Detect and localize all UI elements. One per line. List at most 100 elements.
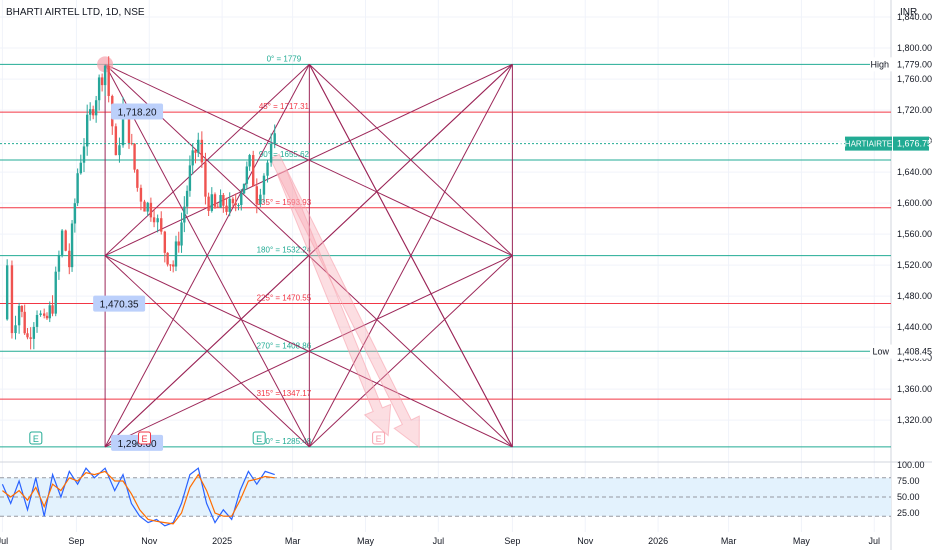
chart-title: BHARTI AIRTEL LTD, 1D, NSE bbox=[6, 7, 145, 18]
price-tick-label: 1,520.00 bbox=[897, 260, 932, 270]
candle-body bbox=[191, 150, 194, 166]
price-tick-label: 1,480.00 bbox=[897, 291, 932, 301]
candle-body bbox=[171, 264, 175, 267]
candle-body bbox=[248, 155, 251, 167]
earnings-marker[interactable] bbox=[29, 431, 43, 445]
candle-body bbox=[97, 77, 101, 101]
stoch-tick-label: 75.00 bbox=[897, 476, 920, 486]
candle-body bbox=[32, 326, 36, 339]
candle-body bbox=[91, 109, 95, 116]
earnings-marker[interactable] bbox=[252, 431, 266, 445]
fib-label: 360° = 1285.48 bbox=[257, 437, 312, 446]
candle-body bbox=[57, 254, 61, 272]
candle-body bbox=[54, 271, 57, 314]
fib-label: 270° = 1408.86 bbox=[257, 341, 312, 350]
candle-body bbox=[100, 77, 104, 86]
candle-body bbox=[166, 252, 169, 265]
price-callout-text: 1,470.35 bbox=[100, 300, 139, 311]
candle-body bbox=[228, 198, 231, 212]
price-axis[interactable]: 1,320.001,360.001,400.001,440.001,480.00… bbox=[0, 12, 932, 425]
candle-body bbox=[42, 313, 46, 316]
level-tag-name: Low bbox=[872, 347, 889, 357]
price-callout-text: 1,718.20 bbox=[118, 107, 157, 118]
fib-label: 45° = 1717.31 bbox=[259, 102, 310, 111]
candle-body bbox=[114, 126, 118, 156]
time-tick-label: Nov bbox=[141, 536, 158, 546]
earnings-marker[interactable] bbox=[138, 431, 152, 445]
price-tag-text: 1,779.00 bbox=[897, 59, 932, 69]
last-price-symbol: BHARTIAIRTEL bbox=[839, 140, 897, 149]
fib-label: 180° = 1532.24 bbox=[257, 246, 312, 255]
candle-body bbox=[88, 109, 92, 115]
candle-body bbox=[136, 169, 139, 188]
earnings-marker-label: E bbox=[376, 434, 382, 444]
candle-body bbox=[152, 217, 156, 223]
price-callout-box bbox=[93, 295, 146, 312]
fib-label: 135° = 1593.93 bbox=[257, 198, 312, 207]
candle-body bbox=[245, 166, 249, 184]
time-tick-label: Mar bbox=[285, 536, 301, 546]
candle-body bbox=[197, 139, 200, 153]
price-tick-label: 1,440.00 bbox=[897, 322, 932, 332]
candle-body bbox=[240, 193, 243, 205]
candle-body bbox=[118, 145, 121, 156]
fib-label: 315° = 1347.17 bbox=[257, 389, 312, 398]
candle-body bbox=[64, 230, 67, 251]
candle-body bbox=[26, 333, 29, 338]
candle-body bbox=[255, 186, 258, 205]
candle-body bbox=[210, 194, 214, 211]
candle-body bbox=[29, 337, 32, 339]
candle-body bbox=[130, 143, 133, 145]
candle-body bbox=[269, 143, 273, 163]
candle-body bbox=[60, 230, 64, 255]
candle-body bbox=[10, 265, 14, 334]
candle-body bbox=[103, 65, 107, 86]
projection-arrows bbox=[269, 153, 420, 449]
candle-body bbox=[85, 114, 89, 147]
stoch-tick-label: 50.00 bbox=[897, 492, 920, 502]
earnings-marker-label: E bbox=[142, 434, 148, 444]
price-tick-label: 1,760.00 bbox=[897, 74, 932, 84]
fib-label: 90° = 1655.62 bbox=[259, 150, 310, 159]
stoch-d-line bbox=[2, 470, 275, 525]
candle-body bbox=[183, 206, 186, 223]
candle-body bbox=[216, 206, 219, 208]
earnings-marker[interactable] bbox=[372, 431, 386, 445]
candle-body bbox=[252, 155, 255, 187]
candle-body bbox=[213, 194, 217, 207]
price-tag bbox=[893, 344, 929, 359]
price-tick-label: 1,360.00 bbox=[897, 384, 932, 394]
level-tag-bg bbox=[870, 57, 892, 72]
projection-arrow bbox=[276, 169, 392, 437]
candle-body bbox=[259, 194, 262, 205]
fib-label: 0° = 1779 bbox=[267, 54, 302, 63]
price-tick-label: 1,320.00 bbox=[897, 415, 932, 425]
candle-body bbox=[17, 305, 21, 326]
candle-body bbox=[5, 265, 9, 320]
gann-line bbox=[104, 255, 513, 448]
currency-label: INR bbox=[900, 7, 917, 18]
stoch-tick-label: 100.00 bbox=[897, 460, 925, 470]
time-tick-label: May bbox=[793, 536, 811, 546]
candle-body bbox=[169, 264, 172, 266]
candle-body bbox=[234, 203, 237, 206]
stochastic-pane: 100.00 75.00 50.00 25.00 bbox=[0, 460, 925, 527]
candle-body bbox=[14, 325, 17, 334]
level-tag-bg bbox=[870, 344, 892, 359]
candle-body bbox=[160, 218, 163, 232]
fib-label: 225° = 1470.55 bbox=[257, 293, 312, 302]
candle-body bbox=[133, 143, 136, 170]
time-axis[interactable]: Jul Sep Nov 2025 Mar May Jul Sep Nov 2026 Mar May Ju… bbox=[0, 536, 880, 546]
price-callout-box bbox=[111, 103, 164, 120]
gann-line bbox=[104, 63, 310, 256]
candle-body bbox=[94, 100, 98, 116]
price-tick-label: 1,640.00 bbox=[897, 167, 932, 177]
time-tick-label: 2025 bbox=[212, 536, 232, 546]
time-tick-label: Jul bbox=[869, 536, 881, 546]
time-tick-label: May bbox=[357, 536, 375, 546]
price-tick-label: 1,720.00 bbox=[897, 105, 932, 115]
candle-body bbox=[194, 150, 197, 153]
time-tick-label: Mar bbox=[721, 536, 737, 546]
